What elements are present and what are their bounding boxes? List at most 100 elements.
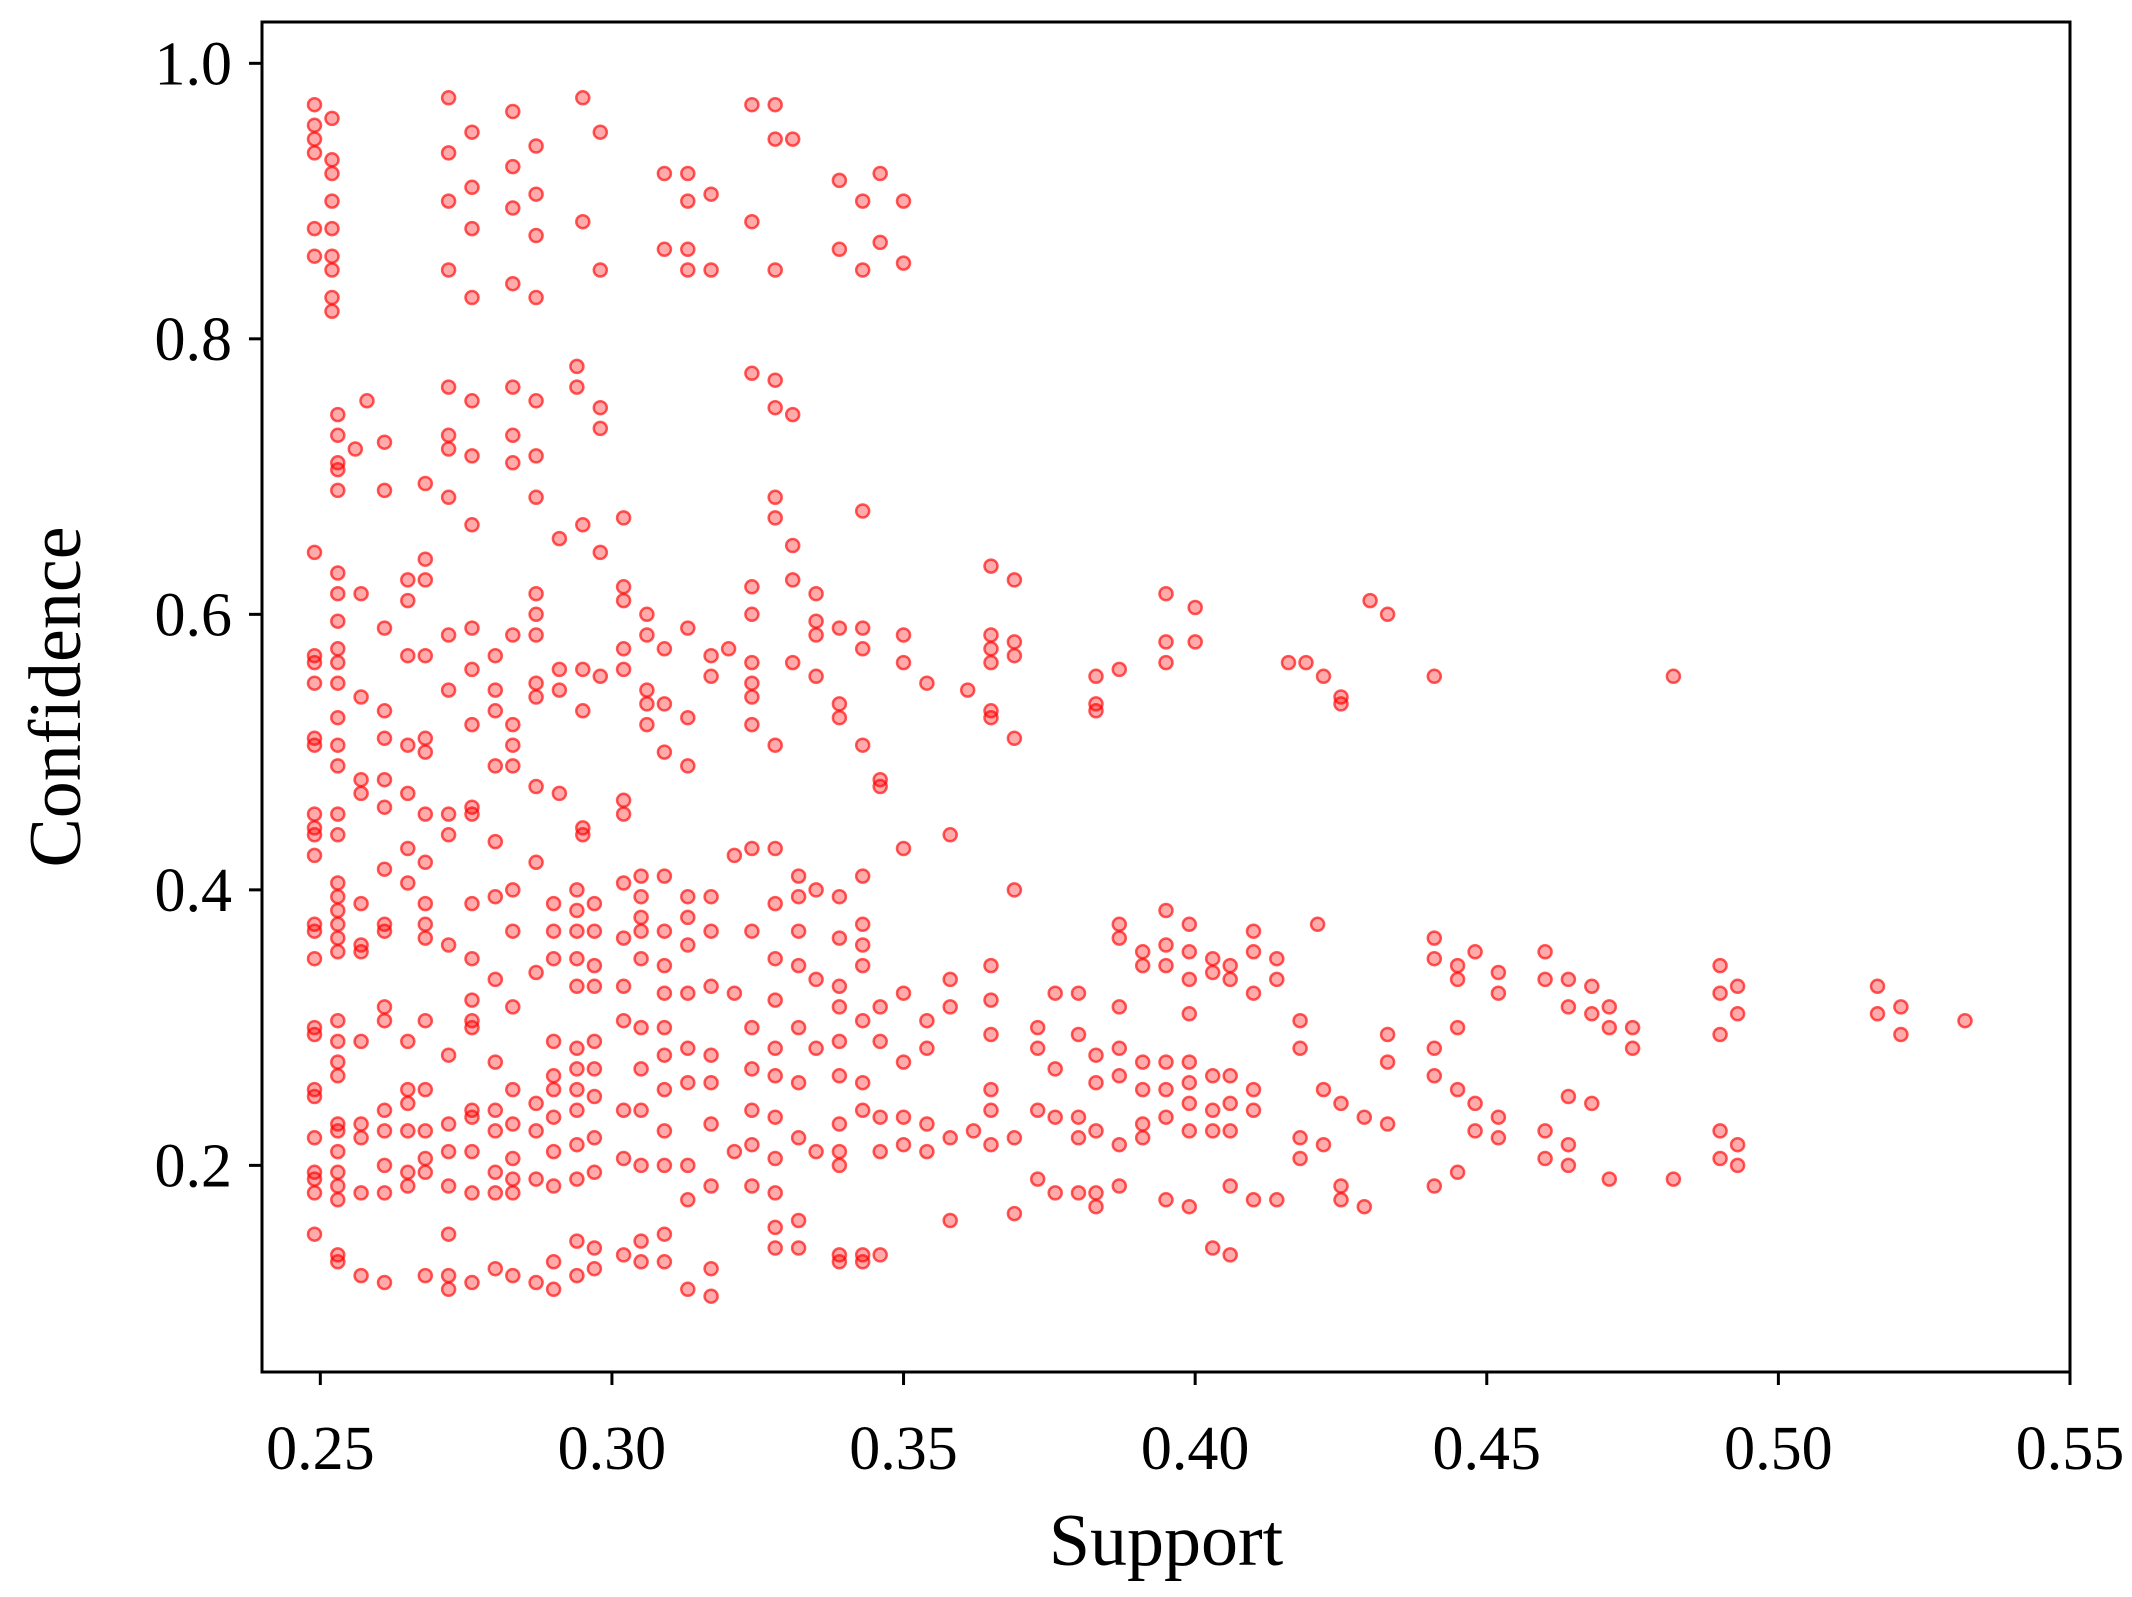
data-point	[505, 737, 521, 753]
data-point	[615, 792, 632, 809]
data-point	[767, 1068, 783, 1084]
data-point	[1158, 957, 1174, 974]
data-point	[656, 1226, 673, 1242]
data-point	[306, 923, 323, 939]
data-point	[919, 1143, 935, 1160]
data-point	[744, 840, 760, 857]
data-point	[983, 1081, 999, 1098]
data-point	[680, 1192, 696, 1208]
data-point	[330, 806, 346, 822]
data-point	[330, 902, 346, 919]
data-point	[505, 1267, 521, 1284]
data-point	[569, 923, 585, 939]
data-point	[528, 393, 544, 409]
data-point	[615, 875, 632, 891]
data-point	[703, 1260, 719, 1277]
data-point	[854, 503, 871, 519]
data-point	[703, 1047, 719, 1063]
data-point	[1181, 1074, 1198, 1091]
data-point	[400, 592, 416, 609]
data-point	[487, 682, 504, 698]
data-point	[767, 1040, 783, 1057]
data-point	[1379, 1054, 1396, 1070]
data-point	[615, 592, 632, 609]
data-point	[808, 585, 824, 602]
data-point	[330, 565, 346, 581]
data-point	[1333, 1192, 1349, 1208]
data-point	[586, 978, 603, 995]
data-point	[808, 1040, 824, 1057]
data-point	[1029, 1040, 1046, 1057]
data-point	[1729, 978, 1746, 995]
data-point	[1088, 703, 1104, 719]
data-point	[854, 193, 871, 209]
data-point	[528, 289, 544, 306]
data-point	[1245, 1102, 1262, 1119]
data-point	[353, 1116, 369, 1132]
data-point	[440, 145, 457, 161]
data-point	[895, 1109, 912, 1125]
data-point	[376, 1102, 393, 1119]
data-point	[505, 1081, 521, 1098]
data-point	[1181, 944, 1198, 960]
data-point	[306, 544, 323, 561]
data-point	[615, 661, 632, 678]
data-point	[854, 957, 871, 974]
data-point	[440, 441, 457, 457]
data-point	[1712, 1026, 1728, 1043]
data-point	[1222, 1178, 1238, 1194]
data-point	[330, 709, 346, 726]
data-point	[575, 213, 591, 230]
data-point	[744, 923, 760, 939]
data-point	[505, 1150, 521, 1167]
data-point	[639, 606, 655, 623]
data-point	[353, 785, 369, 802]
data-point	[569, 1267, 585, 1284]
data-point	[767, 1109, 783, 1125]
x-tick-label: 0.35	[849, 1415, 958, 1483]
data-point	[353, 895, 369, 912]
data-point	[528, 1095, 544, 1112]
data-point	[784, 131, 801, 147]
data-point	[376, 730, 393, 747]
data-point	[376, 1123, 393, 1139]
data-point	[528, 227, 544, 244]
data-point	[505, 716, 521, 733]
data-point	[487, 1123, 504, 1139]
data-point	[487, 703, 504, 719]
data-point	[505, 103, 521, 120]
y-tick-label: 0.2	[155, 1132, 233, 1200]
data-point	[569, 1040, 585, 1057]
data-point	[330, 427, 346, 444]
data-point	[545, 950, 562, 967]
data-point	[1029, 1171, 1046, 1187]
data-point	[744, 654, 760, 671]
data-point	[854, 1012, 871, 1029]
data-point	[528, 585, 544, 602]
data-point	[831, 1068, 848, 1084]
data-point	[1088, 1123, 1104, 1139]
data-point	[1088, 1047, 1104, 1063]
data-point	[306, 131, 323, 147]
data-point	[440, 262, 457, 278]
data-point	[1111, 930, 1128, 946]
y-axis-ticks: 0.2 0.4 0.6 0.8 1.0	[155, 30, 262, 1200]
data-point	[376, 1012, 393, 1029]
data-point	[808, 1143, 824, 1160]
data-point	[767, 399, 783, 416]
data-point	[330, 1143, 346, 1160]
data-point	[744, 96, 760, 113]
data-point	[1712, 957, 1728, 974]
data-point	[895, 654, 912, 671]
data-point	[767, 950, 783, 967]
data-point	[1292, 1150, 1308, 1167]
data-point	[306, 1171, 323, 1187]
data-point	[680, 985, 696, 1001]
data-point	[744, 689, 760, 705]
data-point	[440, 1143, 457, 1160]
data-point	[808, 882, 824, 898]
data-point	[545, 895, 562, 912]
y-tick-label: 0.8	[155, 306, 233, 374]
data-point	[615, 1012, 632, 1029]
